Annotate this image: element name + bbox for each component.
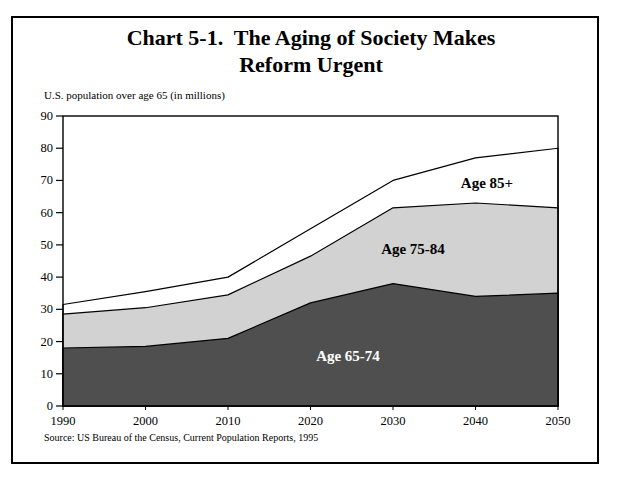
- y-axis-tick-label: 30: [41, 302, 54, 316]
- stacked-area-chart: 0102030405060708090199020002010202020302…: [0, 0, 622, 480]
- chart-page: Chart 5-1. The Aging of Society MakesRef…: [0, 0, 622, 480]
- y-axis-tick-label: 10: [41, 367, 54, 381]
- area-label-age-65-74: Age 65-74: [316, 348, 380, 365]
- area-label-age-85-plus: Age 85+: [461, 175, 513, 192]
- y-axis-tick-label: 90: [41, 109, 54, 123]
- y-axis-tick-label: 60: [41, 206, 54, 220]
- x-axis-tick-label: 1990: [51, 414, 76, 428]
- x-axis-tick-label: 2010: [216, 414, 241, 428]
- x-axis-tick-label: 2000: [133, 414, 158, 428]
- x-axis-tick-label: 2050: [546, 414, 571, 428]
- y-axis-tick-label: 20: [41, 335, 54, 349]
- y-axis-tick-label: 70: [41, 173, 54, 187]
- y-axis-tick-label: 50: [41, 238, 54, 252]
- source-note: Source: US Bureau of the Census, Current…: [44, 432, 318, 443]
- y-axis-tick-label: 80: [41, 141, 54, 155]
- x-axis-tick-label: 2030: [381, 414, 406, 428]
- y-axis-tick-label: 0: [47, 399, 53, 413]
- y-axis-tick-label: 40: [41, 270, 54, 284]
- area-label-age-75-84: Age 75-84: [381, 241, 445, 258]
- x-axis-tick-label: 2040: [463, 414, 488, 428]
- x-axis-tick-label: 2020: [298, 414, 323, 428]
